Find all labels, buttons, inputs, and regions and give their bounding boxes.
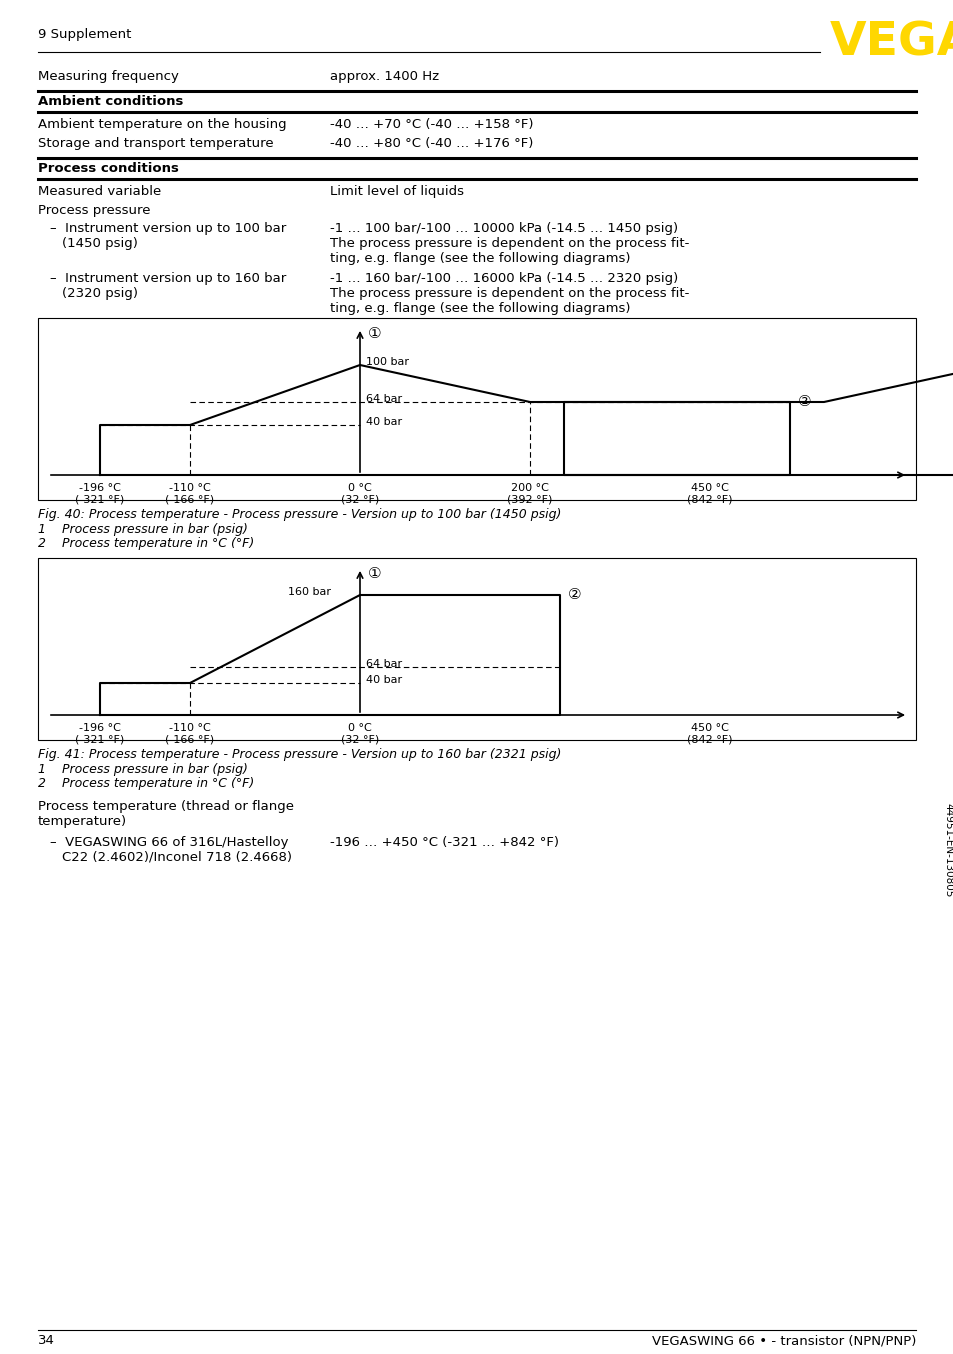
Text: 0 °C: 0 °C — [348, 723, 372, 733]
Text: 9 Supplement: 9 Supplement — [38, 28, 132, 41]
Text: (1450 psig): (1450 psig) — [62, 237, 138, 250]
Text: (-321 °F): (-321 °F) — [75, 496, 125, 505]
Text: -110 °C: -110 °C — [169, 483, 211, 493]
Text: -1 … 100 bar/-100 … 10000 kPa (-14.5 … 1450 psig): -1 … 100 bar/-100 … 10000 kPa (-14.5 … 1… — [330, 222, 678, 236]
Text: Process conditions: Process conditions — [38, 162, 179, 175]
Text: ①: ① — [368, 566, 381, 581]
Text: Process pressure: Process pressure — [38, 204, 151, 217]
Text: 200 °C: 200 °C — [511, 483, 548, 493]
Text: ①: ① — [368, 326, 381, 341]
Text: 160 bar: 160 bar — [288, 588, 331, 597]
Text: VEGA: VEGA — [829, 20, 953, 65]
Text: –  Instrument version up to 160 bar: – Instrument version up to 160 bar — [50, 272, 286, 284]
Text: (32 °F): (32 °F) — [340, 496, 378, 505]
Text: The process pressure is dependent on the process fit-: The process pressure is dependent on the… — [330, 237, 689, 250]
Text: -196 … +450 °C (-321 … +842 °F): -196 … +450 °C (-321 … +842 °F) — [330, 835, 558, 849]
Text: -196 °C: -196 °C — [79, 723, 121, 733]
Text: 100 bar: 100 bar — [366, 357, 409, 367]
Text: 34: 34 — [38, 1334, 55, 1347]
Text: (2320 psig): (2320 psig) — [62, 287, 138, 301]
Bar — [38, 558, 915, 741]
Text: 2    Process temperature in °C (°F): 2 Process temperature in °C (°F) — [38, 538, 254, 550]
Text: -40 … +70 °C (-40 … +158 °F): -40 … +70 °C (-40 … +158 °F) — [330, 118, 533, 131]
Text: –  VEGASWING 66 of 316L/Hastelloy: – VEGASWING 66 of 316L/Hastelloy — [50, 835, 288, 849]
Text: (-321 °F): (-321 °F) — [75, 735, 125, 745]
Text: –  Instrument version up to 100 bar: – Instrument version up to 100 bar — [50, 222, 286, 236]
Text: Measuring frequency: Measuring frequency — [38, 70, 179, 83]
Text: 2    Process temperature in °C (°F): 2 Process temperature in °C (°F) — [38, 777, 254, 789]
Text: 64 bar: 64 bar — [366, 394, 402, 403]
Text: VEGASWING 66 • - transistor (NPN/PNP): VEGASWING 66 • - transistor (NPN/PNP) — [651, 1334, 915, 1347]
Text: (842 °F): (842 °F) — [686, 496, 732, 505]
Text: -1 … 160 bar/-100 … 16000 kPa (-14.5 … 2320 psig): -1 … 160 bar/-100 … 16000 kPa (-14.5 … 2… — [330, 272, 678, 284]
Text: Ambient conditions: Ambient conditions — [38, 95, 183, 108]
Text: 40 bar: 40 bar — [366, 676, 402, 685]
Text: ting, e.g. flange (see the following diagrams): ting, e.g. flange (see the following dia… — [330, 252, 630, 265]
Bar — [38, 318, 915, 500]
Text: 0 °C: 0 °C — [348, 483, 372, 493]
Text: -196 °C: -196 °C — [79, 483, 121, 493]
Text: The process pressure is dependent on the process fit-: The process pressure is dependent on the… — [330, 287, 689, 301]
Text: ②: ② — [567, 588, 581, 603]
Text: ②: ② — [797, 394, 811, 409]
Text: Process temperature (thread or flange: Process temperature (thread or flange — [38, 800, 294, 812]
Text: -110 °C: -110 °C — [169, 723, 211, 733]
Text: 450 °C: 450 °C — [690, 483, 728, 493]
Text: (32 °F): (32 °F) — [340, 735, 378, 745]
Text: C22 (2.4602)/Inconel 718 (2.4668): C22 (2.4602)/Inconel 718 (2.4668) — [62, 852, 292, 864]
Text: (392 °F): (392 °F) — [507, 496, 552, 505]
Text: Limit level of liquids: Limit level of liquids — [330, 185, 463, 198]
Text: temperature): temperature) — [38, 815, 127, 829]
Text: approx. 1400 Hz: approx. 1400 Hz — [330, 70, 438, 83]
Text: 64 bar: 64 bar — [366, 659, 402, 669]
Text: Storage and transport temperature: Storage and transport temperature — [38, 137, 274, 150]
Text: 1    Process pressure in bar (psig): 1 Process pressure in bar (psig) — [38, 764, 248, 776]
Text: 450 °C: 450 °C — [690, 723, 728, 733]
Text: (-166 °F): (-166 °F) — [165, 735, 214, 745]
Text: (842 °F): (842 °F) — [686, 735, 732, 745]
Text: 44951-EN-130805: 44951-EN-130805 — [942, 803, 952, 898]
Text: Ambient temperature on the housing: Ambient temperature on the housing — [38, 118, 286, 131]
Text: Fig. 41: Process temperature - Process pressure - Version up to 160 bar (2321 ps: Fig. 41: Process temperature - Process p… — [38, 747, 560, 761]
Text: 40 bar: 40 bar — [366, 417, 402, 427]
Text: 1    Process pressure in bar (psig): 1 Process pressure in bar (psig) — [38, 523, 248, 536]
Text: (-166 °F): (-166 °F) — [165, 496, 214, 505]
Text: Measured variable: Measured variable — [38, 185, 161, 198]
Text: ting, e.g. flange (see the following diagrams): ting, e.g. flange (see the following dia… — [330, 302, 630, 315]
Text: -40 … +80 °C (-40 … +176 °F): -40 … +80 °C (-40 … +176 °F) — [330, 137, 533, 150]
Text: Fig. 40: Process temperature - Process pressure - Version up to 100 bar (1450 ps: Fig. 40: Process temperature - Process p… — [38, 508, 560, 521]
